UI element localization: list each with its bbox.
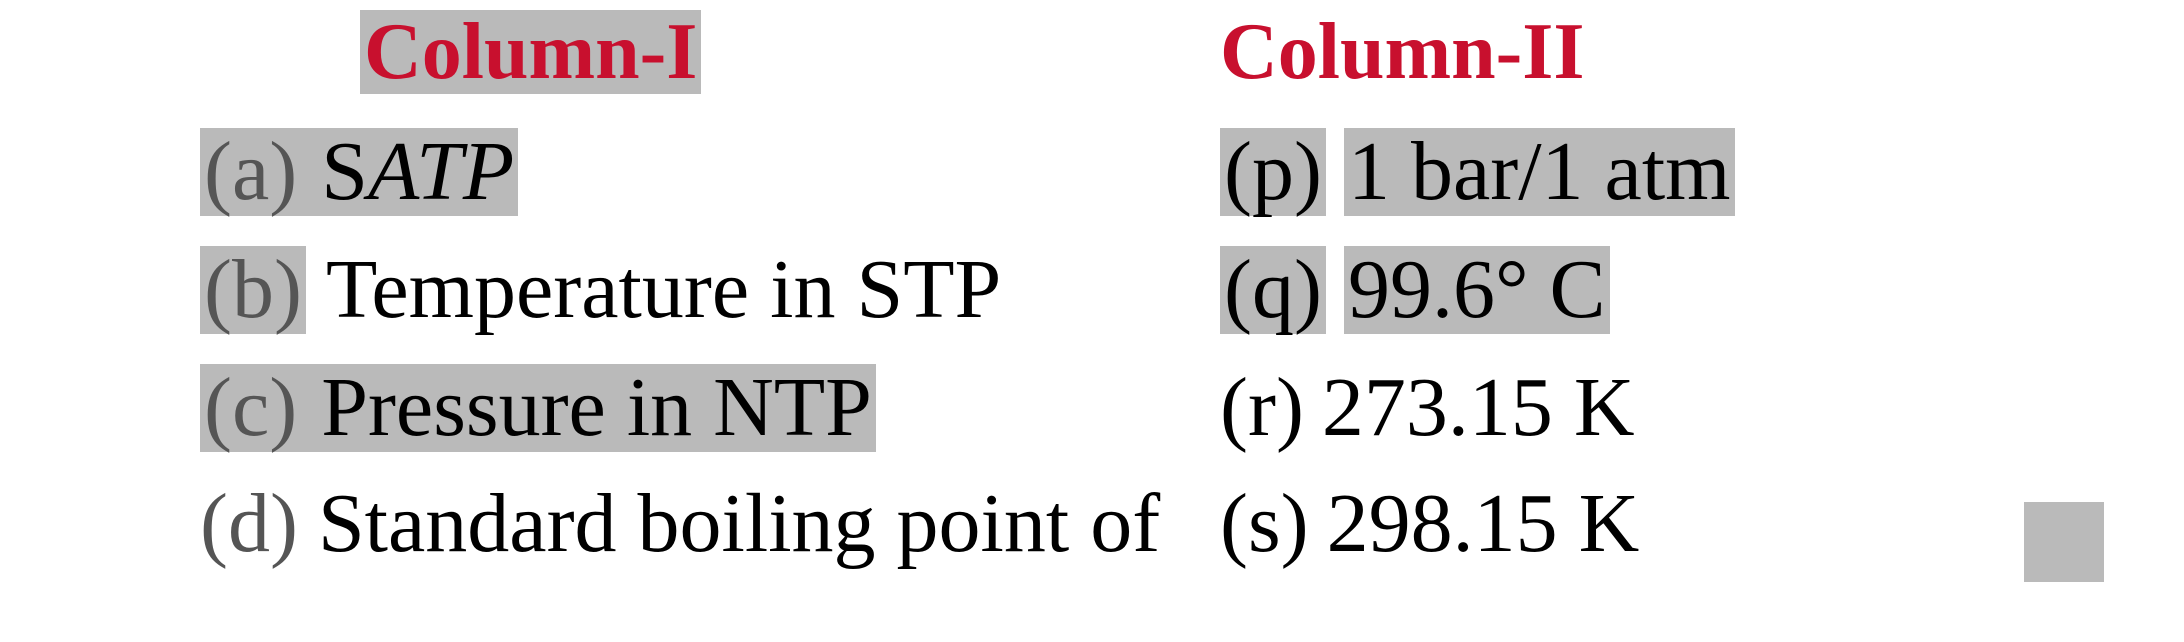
row-a-left: (a) SATP xyxy=(200,128,1220,216)
row-a-text-prefix: S xyxy=(321,125,368,218)
row-b-right: (q) 99.6° C xyxy=(1220,246,1610,334)
row-p-text: 1 bar/1 atm xyxy=(1344,128,1735,216)
row-a-text-italic: ATP xyxy=(368,125,514,218)
row-r-text: 273.15 K xyxy=(1322,366,1635,450)
row-p-marker: (p) xyxy=(1220,128,1326,216)
row-a-left-block: (a) SATP xyxy=(200,128,518,216)
row-r-marker: (r) xyxy=(1220,366,1304,450)
header-col1-wrap: Column-I xyxy=(200,10,1220,94)
table-row: (b) Temperature in STP (q) 99.6° C xyxy=(200,246,2184,364)
column-1-header: Column-I xyxy=(360,10,701,94)
row-b-left: (b) Temperature in STP xyxy=(200,246,1220,334)
row-a-marker: (a) xyxy=(204,125,297,218)
row-d-left: (d) Standard boiling point of xyxy=(200,482,1220,566)
row-d-text: Standard boiling point of xyxy=(318,482,1160,566)
row-b-marker: (b) xyxy=(200,246,306,334)
row-c-marker: (c) xyxy=(204,361,297,454)
row-c-left: (c) Pressure in NTP xyxy=(200,364,1220,452)
decorative-square xyxy=(2024,502,2104,582)
table-row: (a) SATP (p) 1 bar/1 atm xyxy=(200,128,2184,246)
row-a-right: (p) 1 bar/1 atm xyxy=(1220,128,1735,216)
header-col2-wrap: Column-II xyxy=(1220,12,1585,92)
row-c-text: Pressure in NTP xyxy=(321,361,872,454)
row-c-right: (r) 273.15 K xyxy=(1220,366,1635,450)
matching-table: Column-I Column-II (a) SATP (p) 1 bar/1 … xyxy=(0,0,2184,642)
row-d-marker: (d) xyxy=(200,482,298,566)
table-row: (d) Standard boiling point of (s) 298.15… xyxy=(200,482,2184,600)
row-c-left-block: (c) Pressure in NTP xyxy=(200,364,876,452)
row-s-text: 298.15 K xyxy=(1327,482,1640,566)
row-q-marker: (q) xyxy=(1220,246,1326,334)
header-row: Column-I Column-II xyxy=(200,10,2184,128)
row-s-marker: (s) xyxy=(1220,482,1309,566)
row-q-text: 99.6° C xyxy=(1344,246,1610,334)
row-d-right: (s) 298.15 K xyxy=(1220,482,1639,566)
row-b-text: Temperature in STP xyxy=(326,248,1001,332)
table-row: (c) Pressure in NTP (r) 273.15 K xyxy=(200,364,2184,482)
column-2-header: Column-II xyxy=(1220,12,1585,92)
